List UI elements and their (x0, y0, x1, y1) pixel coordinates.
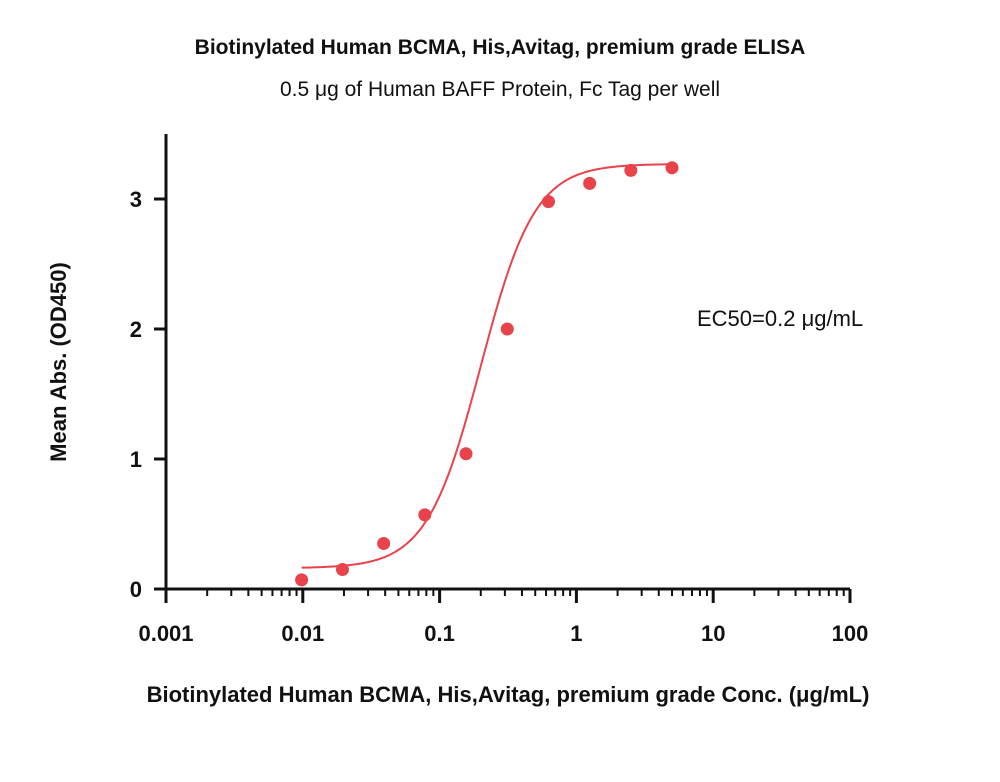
x-tick-label: 100 (832, 621, 869, 646)
chart-title: Biotinylated Human BCMA, His,Avitag, pre… (194, 36, 806, 59)
x-tick-label: 0.01 (281, 621, 324, 646)
y-tick-label: 0 (130, 577, 142, 602)
x-tick-label: 1 (570, 621, 582, 646)
axes: 0 1 2 3 0.001 0.01 0.1 1 10 100 (130, 134, 869, 646)
fit-curve (301, 163, 673, 569)
y-tick-label: 1 (130, 447, 142, 472)
x-tick-label: 0.1 (424, 621, 455, 646)
x-tick-label: 0.001 (138, 621, 193, 646)
data-point (377, 537, 391, 550)
y-tick-label: 3 (130, 187, 142, 212)
data-point (541, 195, 555, 209)
x-axis-title: Biotinylated Human BCMA, His,Avitag, pre… (147, 682, 870, 707)
y-axis-title: Mean Abs. (OD450) (46, 262, 71, 462)
data-point (335, 563, 349, 576)
data-point (583, 176, 597, 190)
data-point (624, 163, 638, 177)
data-points-layer (295, 161, 679, 587)
fit-curve-layer (301, 163, 673, 569)
ec50-annotation: EC50=0.2 μg/mL (697, 306, 863, 331)
data-point (418, 508, 432, 522)
data-point (665, 161, 679, 175)
chart-subtitle: 0.5 μg of Human BAFF Protein, Fc Tag per… (279, 78, 721, 101)
data-point (459, 447, 473, 461)
data-point (295, 573, 309, 587)
data-point (500, 322, 514, 336)
x-tick-label: 10 (701, 621, 725, 646)
y-tick-label: 2 (130, 317, 142, 342)
